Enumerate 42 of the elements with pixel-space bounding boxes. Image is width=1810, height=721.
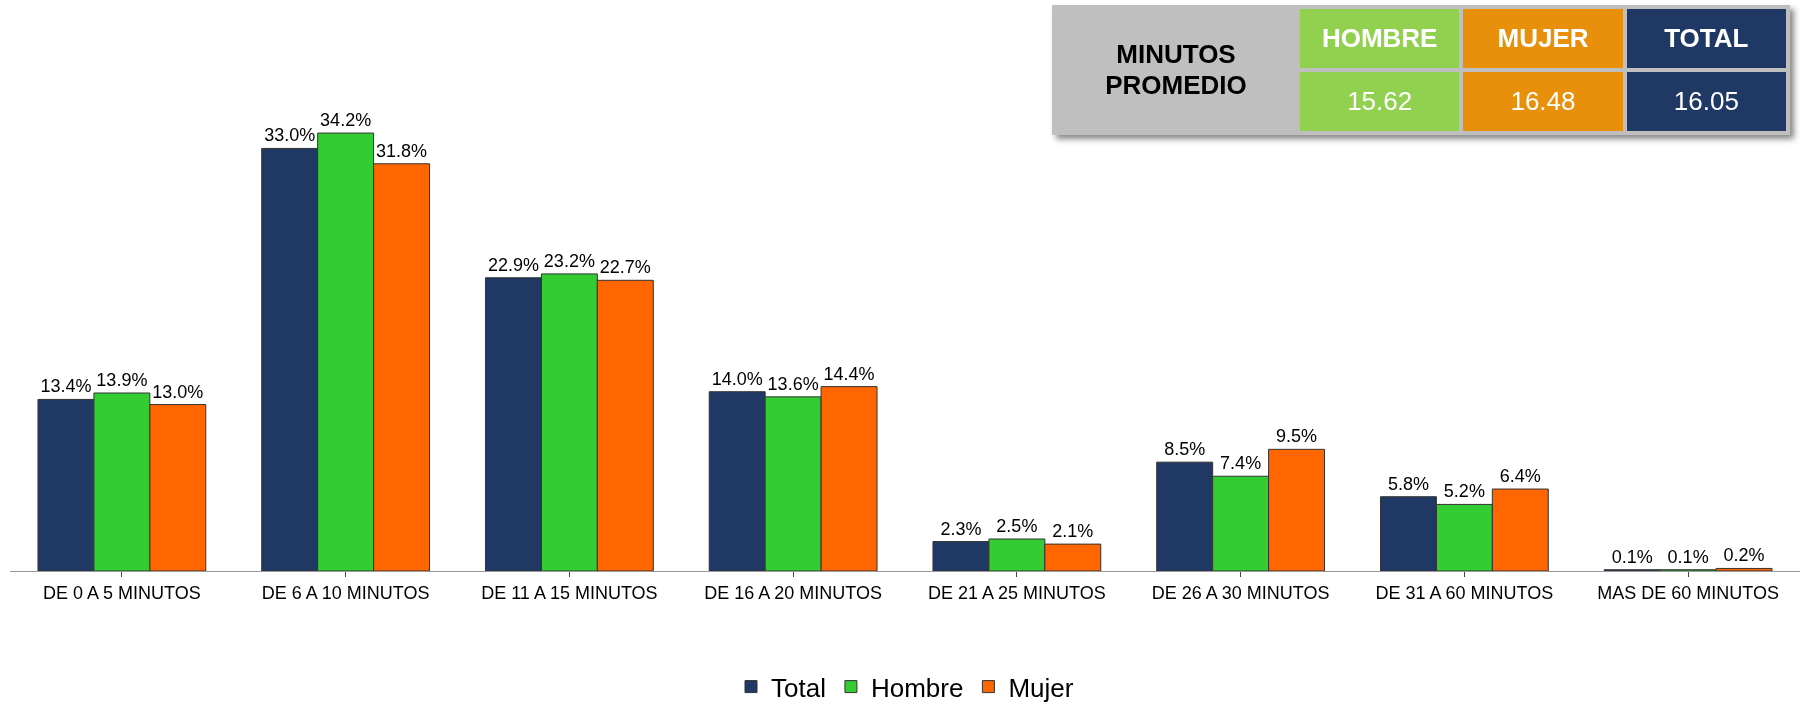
data-label: 2.1% bbox=[1052, 521, 1094, 542]
data-label: 5.2% bbox=[1443, 481, 1485, 502]
data-label: 14.0% bbox=[711, 368, 763, 389]
legend-label: Hombre bbox=[870, 672, 964, 703]
x-tick-label: DE 21 A 25 MINUTOS bbox=[928, 582, 1106, 603]
data-label: 5.8% bbox=[1387, 473, 1429, 494]
category-label: HOMBRE bbox=[1300, 9, 1460, 68]
data-label: 2.3% bbox=[940, 518, 982, 539]
data-label: 13.0% bbox=[152, 381, 204, 402]
data-label: 31.8% bbox=[376, 140, 428, 161]
x-tick-label: DE 16 A 20 MINUTOS bbox=[704, 582, 883, 603]
data-label: 13.4% bbox=[40, 376, 92, 397]
data-label: 8.5% bbox=[1164, 439, 1206, 460]
data-label: 22.7% bbox=[599, 257, 651, 278]
x-tick-label: DE 26 A 30 MINUTOS bbox=[1151, 582, 1330, 603]
data-label: 7.4% bbox=[1220, 453, 1262, 474]
category-label: TOTAL bbox=[1626, 9, 1786, 68]
data-label: 9.5% bbox=[1276, 426, 1318, 447]
x-tick-label: DE 31 A 60 MINUTOS bbox=[1375, 582, 1554, 603]
x-tick-label: MAS DE 60 MINUTOS bbox=[1597, 582, 1779, 603]
legend-label: Total bbox=[771, 672, 826, 703]
data-label: 13.9% bbox=[96, 370, 148, 390]
data-label: 34.2% bbox=[320, 110, 372, 131]
data-label: 33.0% bbox=[264, 125, 316, 146]
data-label: 6.4% bbox=[1499, 466, 1541, 487]
data-label: 0.1% bbox=[1667, 546, 1709, 567]
data-label: 16.48 bbox=[1463, 72, 1623, 131]
data-label: 22.9% bbox=[487, 254, 539, 275]
x-tick-label: DE 11 A 15 MINUTOS bbox=[481, 582, 658, 603]
data-label: 2.5% bbox=[996, 515, 1038, 536]
data-label: 14.4% bbox=[823, 363, 875, 384]
data-label: 0.1% bbox=[1611, 546, 1653, 567]
text: MINUTOS PROMEDIO bbox=[1056, 9, 1296, 131]
data-label: 15.62 bbox=[1300, 72, 1460, 131]
data-label: 0.2% bbox=[1723, 545, 1765, 566]
data-label: 16.05 bbox=[1626, 72, 1786, 131]
category-label: MUJER bbox=[1463, 9, 1623, 68]
x-tick-label: DE 6 A 10 MINUTOS bbox=[261, 582, 430, 603]
data-label: 13.6% bbox=[767, 373, 819, 394]
legend-label: Mujer bbox=[1008, 672, 1074, 703]
x-tick-label: DE 0 A 5 MINUTOS bbox=[43, 582, 201, 603]
data-label: 23.2% bbox=[543, 250, 595, 271]
